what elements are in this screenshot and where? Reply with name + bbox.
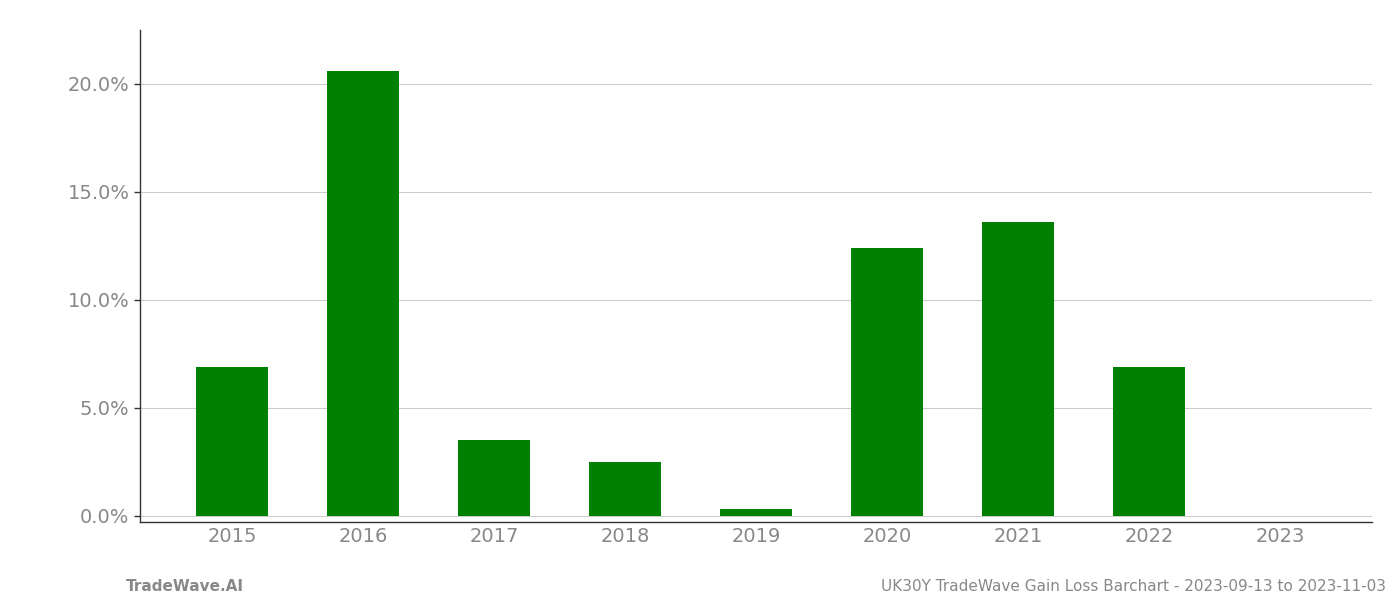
Bar [1113,367,1184,515]
Bar [328,71,399,515]
Bar [458,440,531,515]
Bar [589,461,661,515]
Bar [851,248,923,515]
Bar [981,222,1054,515]
Bar [196,367,267,515]
Bar [720,509,792,515]
Text: UK30Y TradeWave Gain Loss Barchart - 2023-09-13 to 2023-11-03: UK30Y TradeWave Gain Loss Barchart - 202… [881,579,1386,594]
Text: TradeWave.AI: TradeWave.AI [126,579,244,594]
